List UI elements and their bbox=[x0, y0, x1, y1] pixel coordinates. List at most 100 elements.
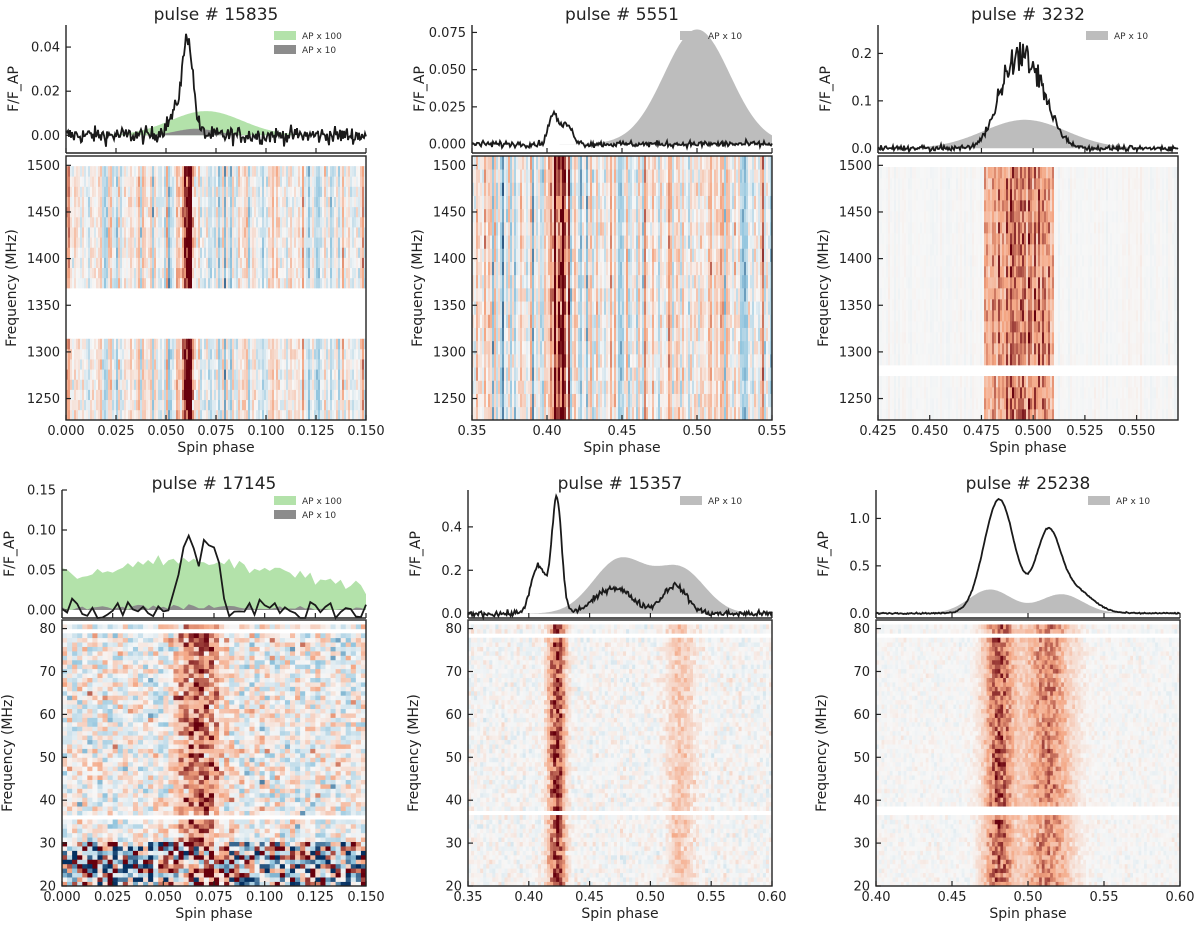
spectrum-cell bbox=[162, 379, 164, 390]
spectrum-cell bbox=[138, 176, 140, 187]
spectrum-cell bbox=[136, 359, 138, 370]
spectrum-cell bbox=[160, 278, 162, 289]
spectrum-cell bbox=[98, 278, 100, 289]
spectrum-cell bbox=[178, 379, 180, 390]
spectrum-cell bbox=[194, 390, 196, 401]
spectrum-cell bbox=[220, 400, 222, 411]
spectrum-cell bbox=[250, 369, 252, 380]
spectrum-cell bbox=[132, 400, 134, 411]
spectrum-cell bbox=[144, 237, 146, 248]
spectrum-cell bbox=[92, 390, 94, 401]
spectrum-cell bbox=[190, 197, 192, 208]
spectrum-cell bbox=[104, 258, 106, 269]
spectrum-cell bbox=[188, 197, 190, 208]
spectrum-cell bbox=[140, 166, 142, 177]
spectrum-cell bbox=[110, 349, 112, 360]
spectrum-cell bbox=[254, 247, 256, 258]
spectrum-cell bbox=[102, 349, 104, 360]
spectrum-cell bbox=[220, 258, 222, 269]
spectrum-cell bbox=[72, 166, 74, 177]
spectrum-cell bbox=[242, 237, 244, 248]
spectrum-cell bbox=[168, 268, 170, 279]
spectrum-cell bbox=[256, 349, 258, 360]
spectrum-cell bbox=[158, 227, 160, 238]
spectrum-cell bbox=[174, 227, 176, 238]
spectrum-cell bbox=[78, 217, 80, 228]
spectrum-cell bbox=[224, 339, 226, 350]
spectrum-cell bbox=[236, 247, 238, 258]
spectrum-cell bbox=[150, 247, 152, 258]
spectrum-cell bbox=[184, 349, 186, 360]
spectrum-cell bbox=[112, 390, 114, 401]
spectrum-cell bbox=[118, 390, 120, 401]
spectrum-cell bbox=[162, 390, 164, 401]
spectrum-cell bbox=[246, 217, 248, 228]
spectrum-cell bbox=[78, 176, 80, 187]
spectrum-cell bbox=[132, 339, 134, 350]
spectrum-cell bbox=[112, 268, 114, 279]
spectrum-cell bbox=[116, 207, 118, 218]
spectrum-cell bbox=[82, 339, 84, 350]
spectrum-cell bbox=[96, 369, 98, 380]
spectrum-cell bbox=[164, 278, 166, 289]
spectrum-cell bbox=[224, 268, 226, 279]
spectrum-cell bbox=[138, 227, 140, 238]
spectrum-cell bbox=[116, 166, 118, 177]
spectrum-cell bbox=[194, 186, 196, 197]
spectrum-cell bbox=[116, 217, 118, 228]
spectrum-cell bbox=[68, 339, 70, 350]
spectrum-cell bbox=[190, 339, 192, 350]
spectrum-cell bbox=[168, 197, 170, 208]
spectrum-cell bbox=[98, 237, 100, 248]
spectrum-cell bbox=[190, 247, 192, 258]
spectrum-cell bbox=[174, 379, 176, 390]
spectrum-cell bbox=[150, 217, 152, 228]
spectrum-cell bbox=[198, 227, 200, 238]
spectrum-cell bbox=[200, 166, 202, 177]
spectrum-cell bbox=[242, 186, 244, 197]
spectrum-cell bbox=[154, 197, 156, 208]
spectrum-cell bbox=[252, 166, 254, 177]
spectrum-cell bbox=[166, 186, 168, 197]
spectrum-cell bbox=[82, 166, 84, 177]
spectrum-cell bbox=[218, 379, 220, 390]
spectrum-cell bbox=[238, 197, 240, 208]
spectrum-cell bbox=[92, 349, 94, 360]
spectrum-cell bbox=[84, 227, 86, 238]
spectrum-cell bbox=[188, 217, 190, 228]
spectrum-cell bbox=[70, 400, 72, 411]
spectrum-cell bbox=[234, 217, 236, 228]
spectrum-cell bbox=[70, 268, 72, 279]
spectrum-cell bbox=[178, 339, 180, 350]
spectrum-cell bbox=[100, 268, 102, 279]
spectrum-cell bbox=[148, 369, 150, 380]
spectrum-cell bbox=[154, 349, 156, 360]
spectrum-cell bbox=[174, 390, 176, 401]
spectrum-cell bbox=[246, 237, 248, 248]
spectrum-cell bbox=[96, 186, 98, 197]
spectrum-cell bbox=[80, 227, 82, 238]
spectrum-cell bbox=[220, 339, 222, 350]
spectrum-cell bbox=[172, 400, 174, 411]
spectrum-cell bbox=[114, 359, 116, 370]
spectrum-cell bbox=[130, 258, 132, 269]
spectrum-cell bbox=[72, 349, 74, 360]
spectrum-cell bbox=[90, 400, 92, 411]
spectrum-cell bbox=[166, 349, 168, 360]
spectrum-cell bbox=[68, 278, 70, 289]
spectrum-cell bbox=[86, 339, 88, 350]
spectrum-cell bbox=[86, 207, 88, 218]
spectrum-cell bbox=[104, 207, 106, 218]
spectrum-cell bbox=[166, 359, 168, 370]
spectrum-cell bbox=[230, 197, 232, 208]
spectrum-cell bbox=[140, 349, 142, 360]
spectrum-cell bbox=[198, 359, 200, 370]
spectrum-cell bbox=[170, 339, 172, 350]
spectrum-cell bbox=[78, 197, 80, 208]
spectrum-cell bbox=[86, 369, 88, 380]
spectrum-cell bbox=[156, 186, 158, 197]
spectrum-cell bbox=[220, 390, 222, 401]
spectrum-cell bbox=[198, 217, 200, 228]
spectrum-cell bbox=[148, 166, 150, 177]
spectrum-cell bbox=[108, 339, 110, 350]
